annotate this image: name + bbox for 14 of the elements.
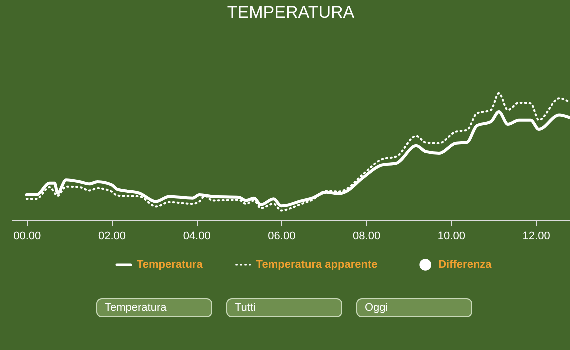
legend-label: Differenza xyxy=(438,259,493,271)
text: Tutti xyxy=(235,302,256,314)
x-tick-label: 00.00 xyxy=(14,230,42,242)
x-tick-label: 08.00 xyxy=(353,230,381,242)
legend-label: Temperatura apparente xyxy=(256,259,378,271)
x-tick-label: 04.00 xyxy=(183,230,211,242)
x-tick-label: 02.00 xyxy=(98,230,126,242)
x-tick-label: 06.00 xyxy=(268,230,296,242)
text: Temperatura xyxy=(105,302,168,314)
chart-title: TEMPERATURA xyxy=(227,3,356,22)
text: Oggi xyxy=(365,302,388,314)
x-tick-label: 12.00 xyxy=(522,230,550,242)
x-tick-label: 10.00 xyxy=(438,230,466,242)
legend-label: Temperatura xyxy=(137,259,204,271)
